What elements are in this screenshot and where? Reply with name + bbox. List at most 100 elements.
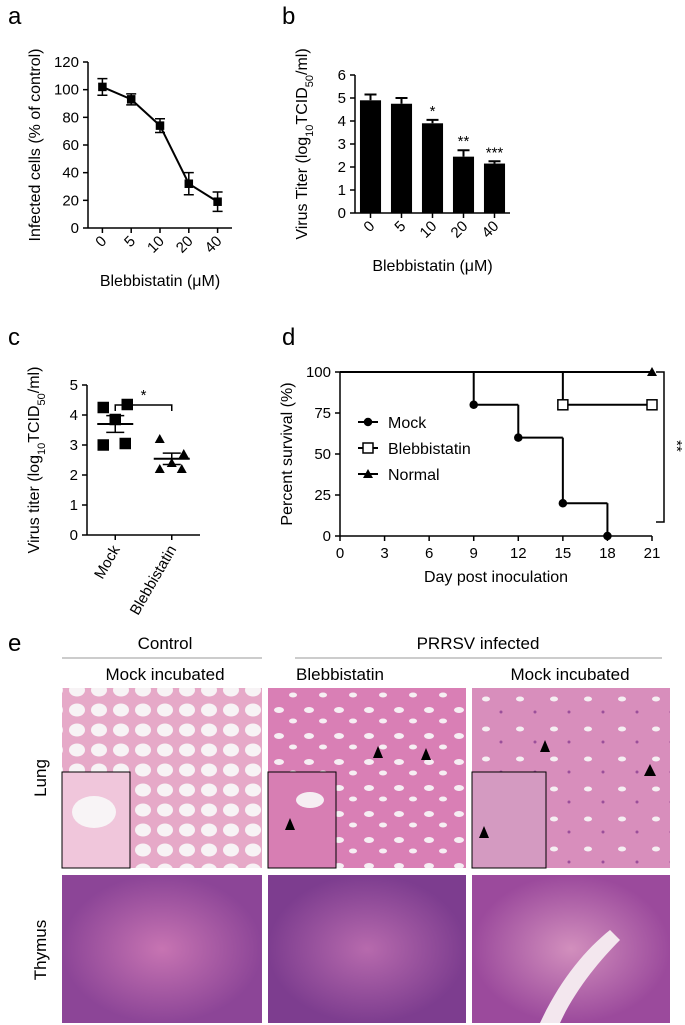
legend-marker xyxy=(363,417,373,427)
marker xyxy=(176,464,187,473)
marker xyxy=(126,95,136,104)
data-line xyxy=(102,85,219,203)
x-tick-label: 0 xyxy=(360,218,378,236)
inset-detail xyxy=(296,792,324,808)
inset xyxy=(471,771,547,869)
survival-step xyxy=(561,437,608,505)
y-axis-label: Virus titer (log10TCID50/ml) xyxy=(26,367,48,554)
marker xyxy=(646,399,658,411)
y-tick-label: 100 xyxy=(306,364,331,381)
row-label: Lung xyxy=(31,759,50,797)
panel-letter: b xyxy=(282,3,295,30)
panel-letter: e xyxy=(8,630,21,657)
x-tick-label: 12 xyxy=(510,545,527,562)
y-axis-label-part: Virus titer (log xyxy=(26,455,43,553)
survival-step xyxy=(561,372,652,406)
arrowhead xyxy=(285,818,295,830)
significance: * xyxy=(430,103,436,120)
legend-label: Normal xyxy=(388,467,440,484)
marker xyxy=(557,399,569,411)
y-tick-label: 100 xyxy=(54,82,79,99)
arrowhead xyxy=(373,746,383,758)
marker xyxy=(558,498,568,508)
significance-bracket xyxy=(656,371,665,523)
x-tick-label: 18 xyxy=(599,545,616,562)
legend-label: Blebbistatin xyxy=(388,441,471,458)
y-tick-label: 4 xyxy=(338,113,346,130)
marker xyxy=(178,449,189,458)
x-tick-label: 15 xyxy=(555,545,572,562)
panel-letter: d xyxy=(282,324,295,351)
y-axis-label-part: 50 xyxy=(36,393,48,405)
y-tick-label: 20 xyxy=(62,192,79,209)
error-bar xyxy=(457,149,470,157)
y-tick-label: 60 xyxy=(62,137,79,154)
marker xyxy=(603,531,612,541)
x-tick-label: 21 xyxy=(644,545,661,562)
x-tick-label: 20 xyxy=(448,218,472,242)
y-tick-label: 2 xyxy=(70,467,78,484)
inset xyxy=(267,771,337,869)
x-tick-label: 40 xyxy=(202,233,226,257)
bar xyxy=(452,156,475,213)
arrowhead xyxy=(540,740,550,752)
marker xyxy=(514,433,523,442)
y-axis-label: Percent survival (%) xyxy=(279,382,296,525)
panel-letter: c xyxy=(8,324,20,351)
y-tick-label: 1 xyxy=(338,182,346,199)
y-tick-label: 25 xyxy=(314,487,331,504)
y-axis-label-part: 50 xyxy=(304,75,316,87)
bar xyxy=(421,123,444,213)
y-tick-label: 5 xyxy=(70,377,78,394)
y-tick-label: 50 xyxy=(314,446,331,463)
legend-label: Mock xyxy=(388,415,427,432)
y-tick-label: 1 xyxy=(70,497,78,514)
x-tick-label: 6 xyxy=(425,545,433,562)
column-label: Mock incubated xyxy=(105,665,224,684)
marker xyxy=(98,82,107,92)
sem-bar xyxy=(162,452,181,466)
inset-detail xyxy=(72,796,116,828)
error-bar xyxy=(426,118,439,124)
column-label: Mock incubated xyxy=(510,665,629,684)
y-tick-label: 0 xyxy=(71,220,79,237)
error-bar xyxy=(395,97,408,104)
x-axis-label: Day post inoculation xyxy=(424,569,568,586)
thymus-control-image xyxy=(62,875,262,1023)
marker xyxy=(647,367,657,376)
bar xyxy=(483,163,506,213)
x-tick-label: 3 xyxy=(380,545,388,562)
marker xyxy=(154,464,165,473)
vessel xyxy=(540,930,620,1023)
x-tick-label: 10 xyxy=(144,233,168,257)
marker xyxy=(155,121,165,130)
y-tick-label: 80 xyxy=(62,109,79,126)
sem-bar xyxy=(106,414,125,434)
y-axis-label-part: TCID xyxy=(26,405,43,442)
x-axis-label: Blebbistatin (μM) xyxy=(372,258,492,275)
significance: *** xyxy=(486,144,504,161)
significance: * xyxy=(141,387,147,404)
x-tick-label: 5 xyxy=(121,233,139,251)
error-bar xyxy=(364,93,377,101)
y-axis-label-part: /ml) xyxy=(294,48,311,75)
y-tick-label: 120 xyxy=(54,54,79,71)
x-tick-label: 5 xyxy=(391,218,409,236)
y-tick-label: 4 xyxy=(70,407,78,424)
x-tick-label: 0 xyxy=(92,233,110,251)
x-axis-label: Blebbistatin (μM) xyxy=(100,273,220,290)
x-tick-label: 40 xyxy=(479,218,503,242)
y-axis-label: Virus Titer (log10TCID50/ml) xyxy=(294,48,316,239)
y-tick-label: 40 xyxy=(62,165,79,182)
panel-letter: a xyxy=(8,3,22,30)
y-tick-label: 0 xyxy=(323,528,331,545)
x-tick-label: 10 xyxy=(417,218,441,242)
marker xyxy=(97,401,109,414)
significance-bracket xyxy=(114,404,173,411)
survival-step xyxy=(472,372,519,406)
y-tick-label: 2 xyxy=(338,159,346,176)
survival-step xyxy=(517,404,563,439)
histology-images xyxy=(61,657,670,1023)
y-tick-label: 0 xyxy=(70,527,78,544)
